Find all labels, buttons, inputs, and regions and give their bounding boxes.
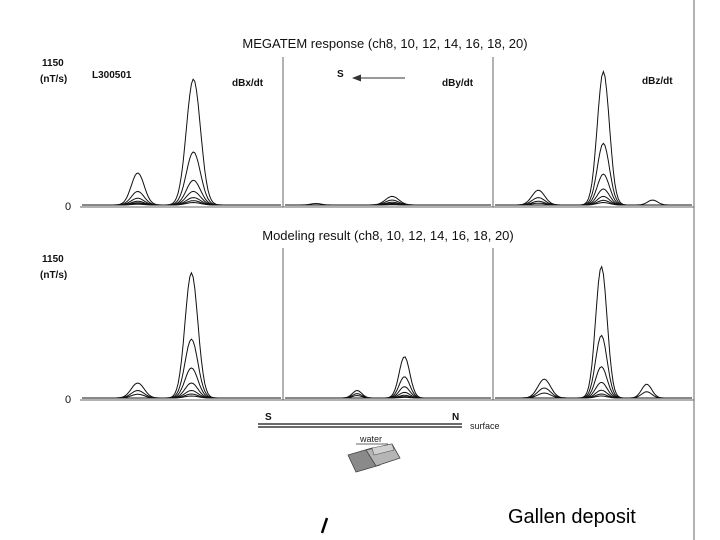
series-line-ch10: [82, 151, 281, 206]
series-line-ch8: [285, 356, 491, 399]
series-line-ch14: [285, 391, 491, 399]
direction-label: S: [337, 69, 344, 80]
ore-body-shape: [347, 443, 401, 473]
plot-area: [80, 57, 694, 401]
slash-mark: [320, 517, 329, 534]
series-line-ch20: [82, 201, 281, 206]
surface-label: surface: [470, 421, 500, 431]
series-line-ch12: [285, 386, 491, 399]
top-chart-title: MEGATEM response (ch8, 10, 12, 14, 16, 1…: [242, 36, 527, 51]
series-line-ch20: [495, 395, 692, 399]
top-y-zero-label: 0: [65, 201, 71, 213]
bottom-y-max-label: 1150: [42, 254, 64, 265]
bottom-y-zero-label: 0: [65, 394, 71, 406]
series-line-ch8: [495, 265, 692, 399]
series-line-ch20: [82, 395, 281, 399]
section-sketch: S N surface water: [258, 412, 500, 473]
series-line-ch8: [82, 78, 281, 206]
top-panel-3-label: dBz/dt: [642, 76, 673, 87]
section-right-label: N: [452, 412, 459, 423]
caption-gallen-deposit: Gallen deposit: [508, 506, 636, 528]
section-left-label: S: [265, 412, 272, 423]
series-line-ch8: [495, 70, 692, 206]
direction-arrow-icon: [352, 74, 405, 82]
water-label: water: [359, 434, 382, 444]
top-y-max-label: 1150: [42, 58, 64, 69]
bottom-y-unit-label: (nT/s): [40, 270, 67, 281]
series-line-ch20: [285, 396, 491, 399]
series-line-ch20: [495, 201, 692, 206]
series-line-ch10: [285, 376, 491, 399]
top-y-unit-label: (nT/s): [40, 74, 67, 85]
top-panel-2-label: dBy/dt: [442, 78, 474, 89]
line-id-label: L300501: [92, 70, 132, 81]
top-panel-1-label: dBx/dt: [232, 78, 264, 89]
bottom-chart-title: Modeling result (ch8, 10, 12, 14, 16, 18…: [262, 228, 514, 243]
